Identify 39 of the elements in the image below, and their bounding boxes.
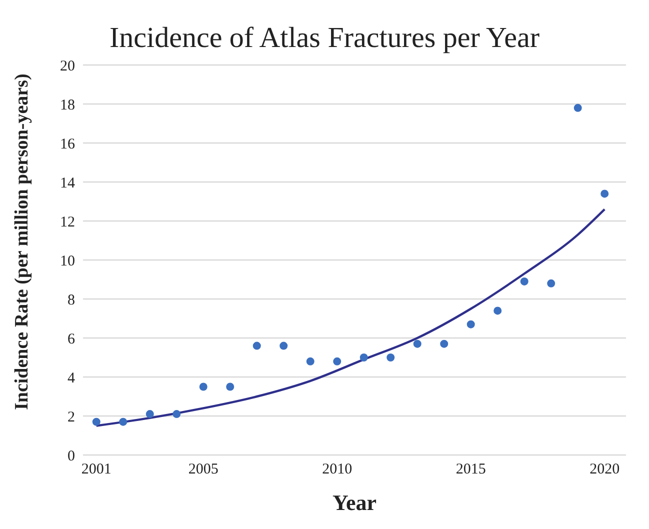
point [360, 354, 368, 362]
x-tick-label: 2010 [322, 462, 352, 478]
y-tick-label: 18 [60, 97, 75, 114]
y-axis-title: Incidence Rate (per million person-years) [12, 74, 33, 410]
point [466, 320, 475, 328]
point [199, 382, 208, 391]
chart-title: Incidence of Atlas Fractures per Year [108, 21, 540, 55]
point [252, 342, 261, 350]
y-tick-label: 8 [68, 292, 75, 308]
x-tick-label: 2005 [188, 462, 218, 478]
point [146, 410, 154, 418]
point [547, 279, 556, 288]
point [440, 340, 448, 348]
point [280, 342, 288, 350]
point [386, 354, 395, 362]
x-tick-label: 2020 [590, 462, 620, 478]
y-tick-label: 10 [60, 253, 75, 270]
y-tick-label: 14 [60, 175, 76, 192]
point [119, 418, 128, 426]
point [306, 357, 314, 366]
y-tick-label: 12 [60, 214, 75, 230]
y-tick-label: 16 [60, 136, 76, 152]
point [574, 104, 582, 112]
point [494, 306, 502, 315]
y-tick-label: 0 [68, 448, 75, 464]
y-tick-label: 6 [68, 331, 76, 348]
y-tick-label: 4 [68, 370, 76, 386]
x-axis-title: Year [332, 490, 377, 515]
point [413, 340, 422, 348]
y-tick-label: 2 [68, 409, 75, 426]
point [520, 277, 528, 286]
y-tick-label: 20 [60, 58, 75, 74]
x-tick-label: 2001 [81, 462, 112, 478]
point [333, 357, 342, 366]
point [92, 418, 100, 426]
point [600, 190, 609, 198]
point [172, 410, 181, 418]
point [226, 382, 234, 391]
x-tick-label: 2015 [456, 462, 486, 478]
